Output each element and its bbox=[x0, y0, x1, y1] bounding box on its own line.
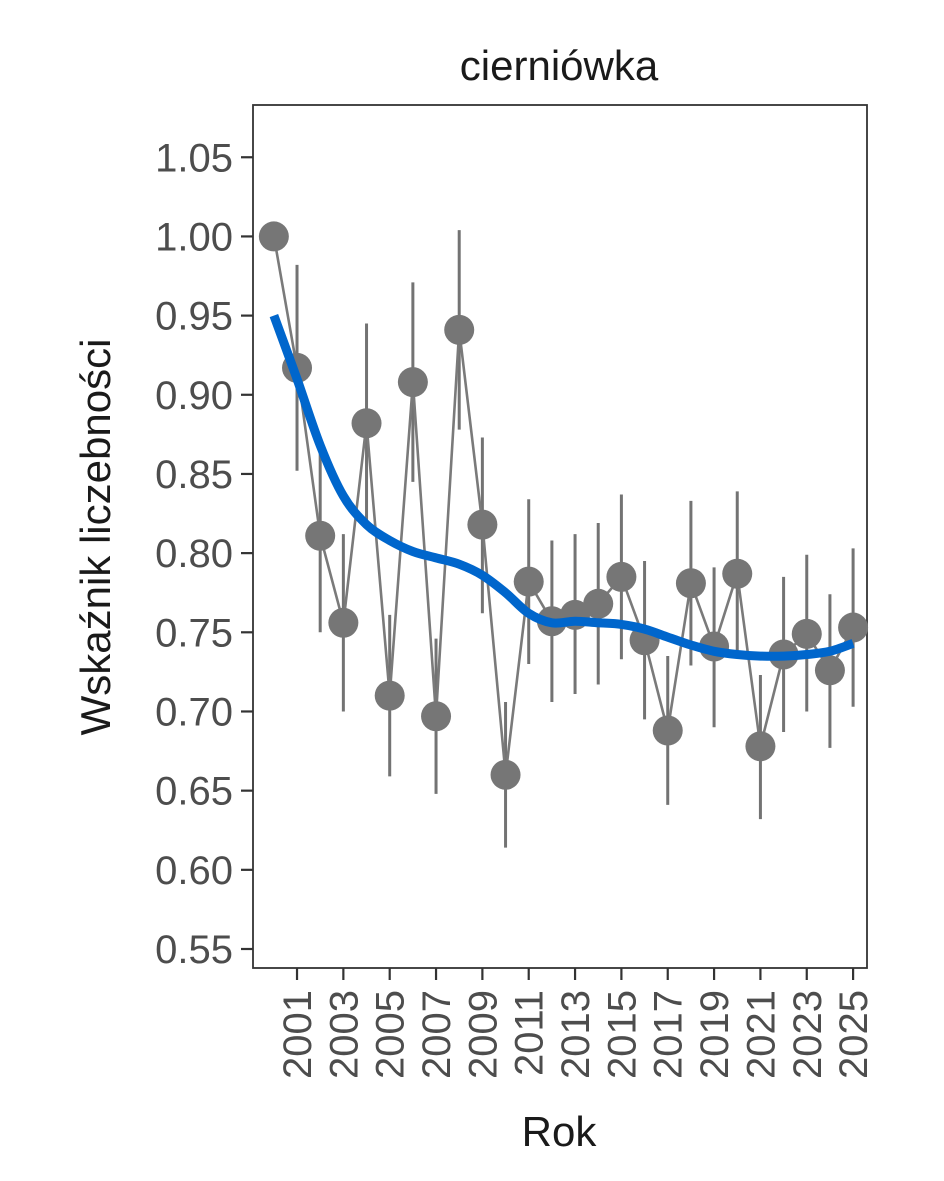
y-tick-label: 0.60 bbox=[155, 849, 233, 893]
data-point bbox=[421, 701, 452, 732]
y-tick-label: 1.00 bbox=[155, 215, 233, 259]
x-tick-label: 2023 bbox=[786, 990, 830, 1079]
data-point bbox=[814, 655, 845, 686]
data-point bbox=[652, 715, 683, 746]
x-tick-label: 2003 bbox=[322, 990, 366, 1079]
y-tick-label: 0.95 bbox=[155, 295, 233, 339]
data-point bbox=[374, 680, 405, 711]
x-tick-label: 2001 bbox=[276, 990, 320, 1079]
data-point bbox=[722, 558, 753, 589]
y-tick-label: 0.75 bbox=[155, 611, 233, 655]
x-tick-label: 2013 bbox=[554, 990, 598, 1079]
x-tick-label: 2019 bbox=[693, 990, 737, 1079]
x-tick-label: 2025 bbox=[832, 990, 876, 1079]
x-tick-label: 2007 bbox=[415, 990, 459, 1079]
data-point bbox=[258, 221, 289, 252]
y-tick-label: 1.05 bbox=[155, 136, 233, 180]
data-point bbox=[675, 568, 706, 599]
y-tick-label: 0.80 bbox=[155, 532, 233, 576]
chart-title: cierniówka bbox=[460, 42, 659, 89]
y-axis-title: Wskaźnik liczebności bbox=[72, 339, 119, 736]
y-tick-label: 0.90 bbox=[155, 374, 233, 418]
data-point bbox=[444, 314, 475, 345]
data-point bbox=[745, 731, 776, 762]
y-tick-label: 0.85 bbox=[155, 453, 233, 497]
x-axis-title: Rok bbox=[522, 1108, 598, 1155]
data-point bbox=[490, 759, 521, 790]
data-point bbox=[351, 408, 382, 439]
y-tick-label: 0.55 bbox=[155, 928, 233, 972]
data-point bbox=[397, 367, 428, 398]
data-point bbox=[513, 566, 544, 597]
data-point bbox=[606, 561, 637, 592]
x-tick-label: 2009 bbox=[461, 990, 505, 1079]
x-tick-label: 2021 bbox=[739, 990, 783, 1079]
data-point bbox=[467, 509, 498, 540]
x-tick-label: 2017 bbox=[647, 990, 691, 1079]
x-tick-label: 2011 bbox=[508, 990, 552, 1076]
x-tick-label: 2005 bbox=[369, 990, 413, 1079]
data-point bbox=[583, 588, 614, 619]
y-tick-label: 0.70 bbox=[155, 690, 233, 734]
x-axis: 2001 2003 2005 2007 2009 2011 2013 2015 2017 2019… bbox=[276, 968, 876, 1079]
plot-panel bbox=[252, 104, 868, 969]
trend-line bbox=[269, 314, 855, 661]
data-point bbox=[328, 607, 359, 638]
y-tick-label: 0.65 bbox=[155, 770, 233, 814]
data-point bbox=[838, 612, 869, 643]
data-point bbox=[305, 520, 336, 551]
x-tick-label: 2015 bbox=[600, 990, 644, 1079]
data-point bbox=[791, 618, 822, 649]
y-axis: 0.55 0.60 0.65 0.70 0.75 0.80 0.85 0.90 0.95 1.00… bbox=[155, 136, 253, 972]
